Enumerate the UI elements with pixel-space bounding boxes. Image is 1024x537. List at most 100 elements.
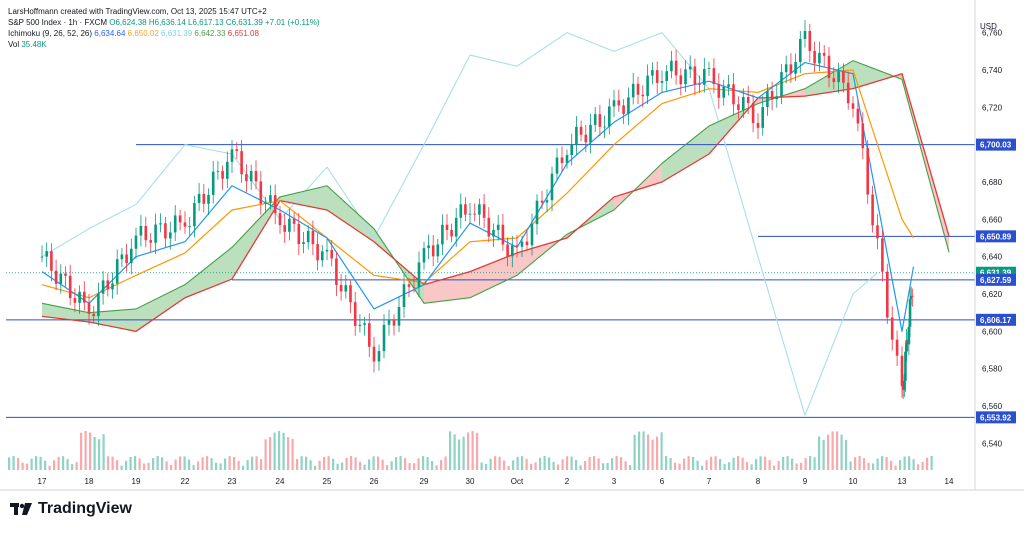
volume-bar bbox=[728, 462, 731, 470]
volume-bar bbox=[84, 431, 87, 470]
candle-body bbox=[311, 230, 315, 245]
volume-bar bbox=[624, 461, 627, 470]
volume-bar bbox=[552, 461, 555, 470]
volume-bar bbox=[143, 463, 146, 470]
volume-bar bbox=[642, 431, 645, 470]
candle-body bbox=[417, 262, 421, 287]
candle-body bbox=[297, 223, 301, 245]
volume-bar bbox=[156, 456, 159, 470]
cloud-segment bbox=[280, 185, 327, 210]
volume-bar bbox=[30, 458, 33, 470]
volume-bar bbox=[269, 436, 272, 470]
candle-body bbox=[473, 213, 476, 215]
volume-bar bbox=[260, 459, 263, 470]
candle-body bbox=[707, 68, 711, 69]
horizontal-levels[interactable] bbox=[6, 144, 975, 418]
candle-body bbox=[822, 52, 826, 56]
volume-bar bbox=[80, 432, 83, 470]
volume-bar bbox=[89, 432, 92, 470]
candle-body bbox=[890, 317, 894, 340]
volume-bar bbox=[62, 456, 65, 470]
candle-body bbox=[387, 320, 391, 325]
volume-name[interactable]: Vol bbox=[8, 40, 20, 49]
candle-body bbox=[742, 96, 745, 111]
candle-body bbox=[211, 171, 215, 195]
symbol-name[interactable]: S&P 500 Index · 1h · FXCM bbox=[8, 18, 108, 27]
volume-bar bbox=[381, 459, 384, 470]
ohlc-open: O6,624.38 bbox=[109, 18, 147, 27]
x-tick-label: 29 bbox=[420, 477, 429, 486]
x-tick-label: 10 bbox=[849, 477, 858, 486]
volume-bar bbox=[404, 458, 407, 470]
volume-bar bbox=[818, 436, 821, 470]
candle-body bbox=[339, 284, 343, 292]
candle-body bbox=[87, 302, 91, 314]
candle-body bbox=[909, 295, 913, 300]
volume-bar bbox=[530, 463, 533, 470]
volume-bar bbox=[174, 459, 177, 470]
candle-body bbox=[226, 161, 229, 179]
y-tick-label: 6,560 bbox=[982, 402, 1003, 411]
volume-bar bbox=[575, 459, 578, 470]
volume-bar bbox=[512, 460, 515, 470]
ichimoku-lead-a-value: 6,642.33 bbox=[194, 29, 226, 38]
volume-bar bbox=[890, 460, 893, 470]
candle-body bbox=[636, 83, 640, 95]
candle-body bbox=[908, 299, 912, 327]
volume-bar bbox=[287, 437, 290, 470]
volume-bar bbox=[917, 464, 920, 470]
candle-body bbox=[837, 71, 840, 83]
candle-body bbox=[775, 96, 779, 100]
currency-label[interactable]: USD bbox=[980, 22, 997, 31]
volume-bar bbox=[584, 461, 587, 470]
tradingview-footer[interactable]: TradingView bbox=[10, 500, 132, 518]
candle-body bbox=[363, 323, 366, 325]
price-tag-label: 6,650.89 bbox=[980, 232, 1012, 241]
symbol-legend[interactable]: S&P 500 Index · 1h · FXCM O6,624.38 H6,6… bbox=[8, 17, 320, 28]
candle-body bbox=[288, 218, 291, 232]
created-by-line: LarsHoffmann created with TradingView.co… bbox=[8, 6, 320, 17]
candle-body bbox=[193, 203, 196, 227]
volume-bar bbox=[863, 458, 866, 470]
candle-body bbox=[651, 70, 654, 76]
candle-body bbox=[125, 254, 128, 264]
volume-bar bbox=[426, 457, 429, 470]
volume-bar bbox=[908, 456, 911, 470]
candle-body bbox=[445, 224, 449, 230]
candle-body bbox=[325, 249, 329, 252]
volume-bar bbox=[719, 458, 722, 470]
candle-body bbox=[450, 229, 453, 237]
candle-body bbox=[737, 104, 740, 111]
y-tick-label: 6,580 bbox=[982, 365, 1003, 374]
ichimoku-legend[interactable]: Ichimoku (9, 26, 52, 26) 6,634.64 6,650.… bbox=[8, 28, 320, 39]
candle-body bbox=[169, 232, 172, 239]
candle-body bbox=[273, 195, 277, 214]
volume-bar bbox=[566, 456, 569, 470]
volume-bar bbox=[138, 458, 141, 470]
volume-bar bbox=[800, 462, 803, 470]
candle-body bbox=[407, 284, 411, 287]
volume-bar bbox=[669, 457, 672, 470]
candle-body bbox=[54, 270, 58, 284]
volume-bar bbox=[813, 457, 816, 470]
x-tick-label: 30 bbox=[466, 477, 475, 486]
x-tick-label: 7 bbox=[707, 477, 712, 486]
volume-bar bbox=[638, 431, 641, 470]
candle-body bbox=[903, 380, 906, 390]
volume-bar bbox=[930, 456, 933, 470]
price-tag-label: 6,606.17 bbox=[980, 316, 1012, 325]
candle-body bbox=[459, 204, 463, 218]
candle-body bbox=[335, 258, 338, 285]
candle-body bbox=[353, 302, 357, 326]
volume-bar bbox=[615, 456, 618, 470]
volume-legend[interactable]: Vol 35.48K bbox=[8, 39, 320, 50]
volume-bar bbox=[246, 460, 249, 470]
ichimoku-lead-b-value: 6,651.08 bbox=[227, 29, 259, 38]
price-tag-box bbox=[976, 313, 1016, 326]
created-by-text: LarsHoffmann created with TradingView.co… bbox=[8, 7, 267, 16]
candle-body bbox=[216, 170, 220, 172]
ichimoku-name[interactable]: Ichimoku (9, 26, 52, 26) bbox=[8, 29, 93, 38]
volume-bar bbox=[71, 464, 74, 470]
